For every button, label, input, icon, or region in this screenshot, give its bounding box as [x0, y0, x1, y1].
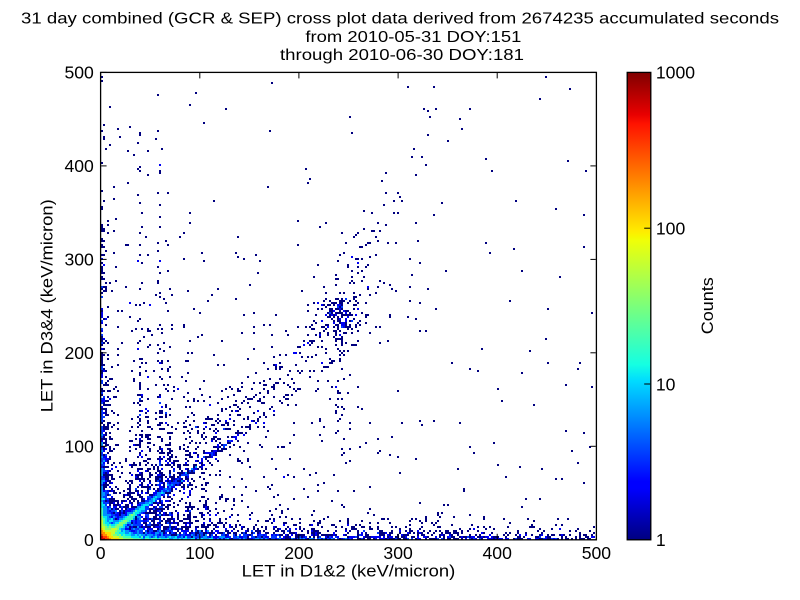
svg-text:Counts: Counts — [698, 277, 717, 334]
svg-text:300: 300 — [383, 543, 413, 563]
svg-text:1: 1 — [656, 530, 666, 550]
svg-text:1000: 1000 — [656, 63, 695, 83]
svg-text:300: 300 — [64, 250, 94, 270]
svg-text:400: 400 — [64, 156, 94, 176]
svg-text:100: 100 — [185, 543, 215, 563]
svg-text:0: 0 — [84, 530, 94, 550]
svg-text:400: 400 — [483, 543, 513, 563]
svg-text:100: 100 — [656, 219, 686, 239]
svg-text:LET in D3&4 (keV/micron): LET in D3&4 (keV/micron) — [38, 199, 57, 412]
svg-text:through 2010-06-30 DOY:181: through 2010-06-30 DOY:181 — [280, 47, 524, 64]
svg-text:200: 200 — [64, 343, 94, 363]
svg-text:100: 100 — [64, 437, 94, 457]
svg-text:10: 10 — [656, 374, 676, 394]
svg-text:from 2010-05-31 DOY:151: from 2010-05-31 DOY:151 — [305, 29, 521, 46]
svg-text:500: 500 — [582, 543, 612, 563]
svg-text:0: 0 — [96, 543, 106, 563]
svg-text:LET in D1&2 (keV/micron): LET in D1&2 (keV/micron) — [242, 562, 456, 581]
svg-text:200: 200 — [284, 543, 314, 563]
svg-text:500: 500 — [64, 63, 94, 83]
svg-text:31 day combined (GCR & SEP) cr: 31 day combined (GCR & SEP) cross plot d… — [21, 11, 779, 28]
